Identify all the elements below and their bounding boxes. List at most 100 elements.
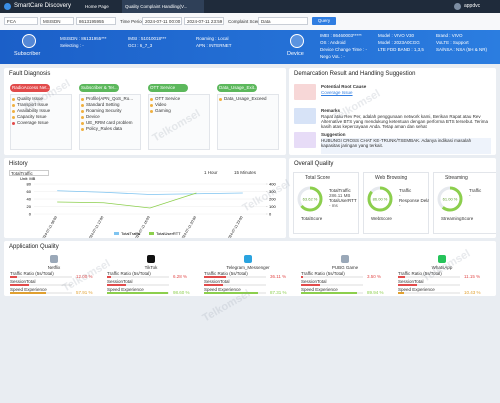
- tab[interactable]: Home Page: [85, 4, 109, 9]
- text: Coverage Issue: [321, 90, 353, 95]
- app-name: Netflix: [47, 265, 61, 270]
- button[interactable]: Query: [312, 17, 336, 25]
- item: Availability Issue: [17, 108, 51, 113]
- bar: [10, 284, 29, 286]
- item: OTT Service: [155, 96, 181, 101]
- series-line: [57, 192, 197, 209]
- user[interactable]: appdvc: [464, 3, 481, 9]
- app-icon: [147, 255, 155, 263]
- metric-value: 3.50 %: [367, 274, 382, 279]
- gauge-arc: [367, 186, 393, 212]
- banner: Subscriber MSISDN : 86131955*** IMSI : 510…: [0, 30, 500, 64]
- app-icon: [244, 255, 252, 263]
- gauge-caption: StreamingScore: [441, 216, 474, 221]
- detail: -: [399, 203, 401, 208]
- bar-track: [204, 276, 266, 278]
- metric-value: 11.15 %: [464, 274, 481, 279]
- item: Data_Usage_Exceed: [224, 96, 267, 101]
- status-dot: [81, 127, 84, 131]
- apps-panel: Application Quality Netflix Traffic Ratio …: [4, 241, 496, 296]
- y2-tick-label: 400: [269, 182, 276, 187]
- input[interactable]: 2024-07-11 23:59: [184, 17, 224, 25]
- card-header[interactable]: RadioAccess Net...: [10, 84, 50, 92]
- x-tick-label: 2024-07-11 23:00: [227, 215, 244, 238]
- status-dot: [81, 103, 84, 107]
- item: Roaming Security: [86, 108, 122, 113]
- logo: [4, 3, 11, 10]
- label: Potential Root Cause: [321, 84, 367, 89]
- top-bar: SmartCare Discovery Home Page Quality Comp…: [0, 0, 500, 13]
- card-title: Web Browsing: [375, 175, 408, 181]
- card-header[interactable]: Subscriber & Ter...: [79, 84, 119, 92]
- status-dot: [219, 97, 222, 101]
- metric-value: 12.00 %: [76, 274, 93, 279]
- bar: [301, 284, 320, 286]
- icon: [290, 34, 304, 48]
- item: Standard Setting: [86, 102, 120, 107]
- status-dot: [150, 103, 153, 107]
- period[interactable]: 1 Hour: [204, 170, 218, 175]
- metric-label: Traffic Ratio (5s/Total): [10, 271, 54, 276]
- bar: [301, 276, 304, 278]
- metric-label: SessionTotal: [301, 279, 327, 284]
- y-axis-label: Unit: MB: [20, 176, 36, 181]
- card: [148, 94, 210, 150]
- input[interactable]: MSISDN: [40, 17, 74, 25]
- card-header[interactable]: OTT Service: [148, 84, 188, 92]
- panel-title: Application Quality: [9, 244, 59, 250]
- y-tick-label: 40: [27, 197, 32, 202]
- x-tick-label: 2024-07-11 08:00: [41, 215, 58, 238]
- input[interactable]: FCA: [4, 17, 38, 25]
- metric-label: Traffic Ratio (5s/Total): [301, 271, 345, 276]
- select[interactable]: TotalTraffic: [9, 170, 49, 176]
- status-dot: [12, 97, 15, 101]
- brand: SmartCare Discovery: [14, 3, 72, 9]
- input[interactable]: 2024-07-11 00:00: [142, 17, 182, 25]
- fault-panel: Fault Diagnosis RadioAccess Net... Quality…: [4, 68, 286, 155]
- metric-label: SessionTotal: [398, 279, 424, 284]
- status-dot: [81, 97, 84, 101]
- field: Roaming : Local: [196, 36, 229, 41]
- gauge-label: 61.00 %: [443, 197, 458, 202]
- panel-title: History: [9, 161, 28, 167]
- bar-track: [107, 284, 169, 286]
- item: Profile(APN_QoS_Ro...: [86, 96, 134, 101]
- bar: [398, 284, 417, 286]
- thumb: [294, 84, 316, 100]
- bar-track: [10, 276, 72, 278]
- section-title: Subscriber: [14, 51, 41, 57]
- status-dot: [12, 109, 15, 113]
- field: LTE FDD BAND : 1,3,5: [378, 47, 424, 52]
- app-icon: [50, 255, 58, 263]
- gauge-caption: TotalScore: [301, 216, 323, 221]
- status-dot: [81, 115, 84, 119]
- gauge: 63.62 %: [297, 186, 323, 212]
- input[interactable]: 8613195955: [76, 17, 116, 25]
- tab[interactable]: Quality Complaint Handling(V...: [122, 0, 204, 13]
- field: Nego VoL : -: [320, 54, 345, 59]
- item: Capacity Issue: [17, 114, 47, 119]
- metric-label: Traffic Ratio (5s/Total): [398, 271, 442, 276]
- gauge-arc: [437, 186, 463, 212]
- app-name: TikTok: [144, 265, 158, 270]
- label: Suggestion: [321, 132, 346, 137]
- card-header[interactable]: Data_Usage_Exit...: [217, 84, 257, 92]
- input[interactable]: Data: [258, 17, 308, 25]
- metric-label: Speed Experience: [398, 287, 435, 292]
- status-dot: [12, 115, 15, 119]
- section-title: Device: [287, 51, 304, 57]
- bar: [398, 276, 405, 278]
- field: Model : VIVO V30: [378, 33, 415, 38]
- field: VoLTE : Support: [436, 40, 469, 45]
- field: SA/NSA : NSA (5H & NR): [436, 47, 488, 52]
- period[interactable]: 15 Minutes: [234, 170, 257, 175]
- bar-track: [301, 276, 363, 278]
- field: Selecting : -: [60, 43, 84, 48]
- field: Model : 2023A0CGG: [378, 40, 420, 45]
- legend-swatch: [149, 232, 154, 235]
- status-dot: [12, 121, 15, 125]
- metric-value: 87.31 %: [270, 290, 287, 295]
- gauge-label: 63.62 %: [303, 197, 318, 202]
- thumb: [294, 108, 316, 124]
- chart: Unit: MB 0 20 40 60 80 0 100 200 300 400 2024-07-11…: [20, 176, 276, 238]
